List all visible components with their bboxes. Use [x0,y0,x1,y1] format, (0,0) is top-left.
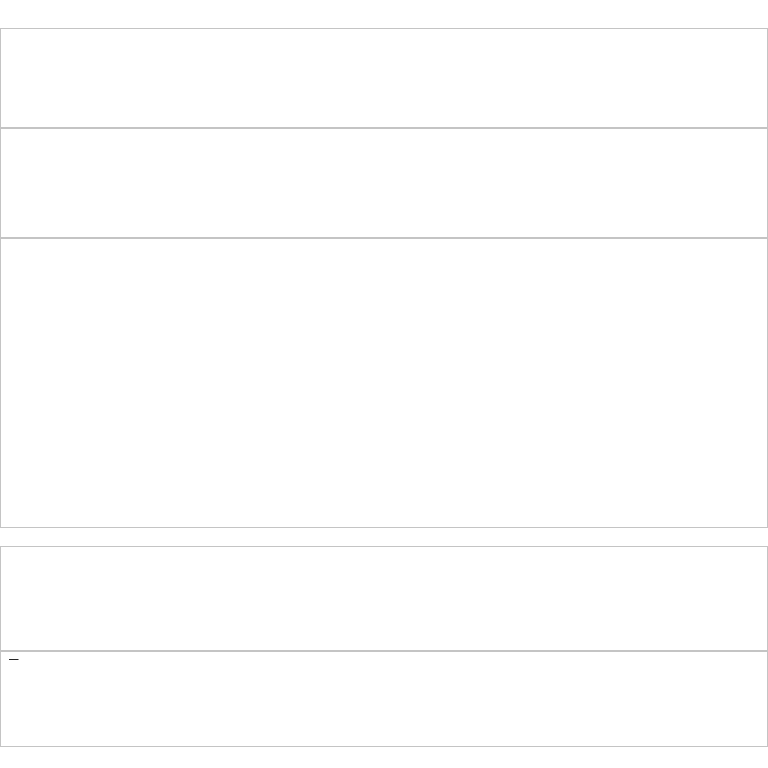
symbol-title [6,2,10,17]
rsi-axis [719,547,768,650]
ratio-axis [719,129,768,237]
rrg-panel [0,28,768,128]
price-plot [1,239,768,529]
price-panel [0,238,768,528]
rsi-panel [0,546,768,651]
macd-axis [719,652,768,746]
macd-legend: — [9,654,21,666]
rrg-legend [9,31,11,43]
macd-plot [1,652,768,748]
macd-line-swatch: — [9,654,19,665]
macd-panel: — [0,651,768,747]
month-axis-lower [0,747,768,768]
price-axis [719,239,768,527]
ratio-legend [9,131,11,154]
price-legend [9,241,11,305]
ratio-plot [1,129,768,239]
ratio-panel [0,128,768,238]
rrg-plot [1,29,768,129]
rsi-legend [9,549,11,561]
rrg-axis [719,29,768,127]
ohlc-row [685,15,720,26]
chart-header [0,0,768,28]
month-axis-upper [0,528,768,546]
rsi-plot [1,547,768,652]
